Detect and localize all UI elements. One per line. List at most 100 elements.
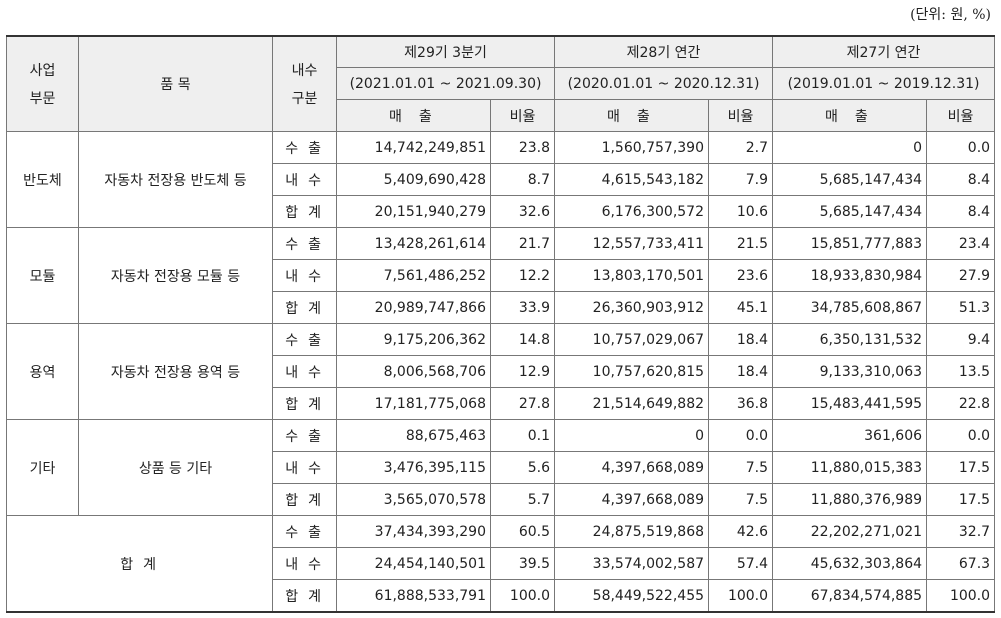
segment-cell: 모듈	[6, 227, 79, 324]
ratio-cell: 100.0	[926, 579, 996, 613]
ratio-cell: 2.7	[708, 131, 774, 164]
product-cell: 상품 등 기타	[78, 419, 273, 516]
type-cell: 수 출	[272, 227, 337, 260]
ratio-cell: 17.5	[926, 451, 996, 484]
type-cell: 내 수	[272, 547, 337, 580]
sales-cell: 10,757,029,067	[554, 323, 710, 356]
ratio-cell: 33.9	[489, 291, 556, 324]
ratio-cell: 32.6	[489, 195, 556, 228]
type-cell: 합 계	[272, 291, 337, 324]
segment-cell: 기타	[6, 419, 79, 516]
ratio-cell: 13.5	[926, 355, 996, 388]
sales-cell: 15,851,777,883	[772, 227, 928, 260]
sales-cell: 11,880,376,989	[772, 483, 928, 516]
ratio-cell: 8.7	[489, 163, 556, 196]
ratio-cell: 39.5	[489, 547, 556, 580]
sales-cell: 1,560,757,390	[554, 131, 710, 164]
ratio-cell: 100.0	[489, 579, 556, 613]
sales-cell: 20,989,747,866	[336, 291, 491, 324]
ratio-cell: 0.0	[926, 131, 996, 164]
table-row: 합 계 20,989,747,866 33.9 26,360,903,912 45.1 3…	[7, 291, 996, 324]
ratio-cell: 18.4	[708, 355, 774, 388]
ratio-cell: 36.8	[708, 387, 774, 420]
ratio-cell: 32.7	[926, 515, 996, 548]
sales-cell: 6,176,300,572	[554, 195, 710, 228]
type-cell: 내 수	[272, 259, 337, 292]
ratio-cell: 7.9	[708, 163, 774, 196]
ratio-cell: 51.3	[926, 291, 996, 324]
unit-label: (단위: 원, %)	[910, 7, 991, 23]
table-row: 내 수 5,409,690,428 8.7 4,615,543,182 7.9 5,685…	[7, 163, 996, 196]
sales-cell: 4,397,668,089	[554, 483, 710, 516]
sales-cell: 61,888,533,791	[336, 579, 491, 613]
sales-cell: 12,557,733,411	[554, 227, 710, 260]
product-cell: 자동차 전장용 반도체 등	[78, 131, 273, 228]
domestic-header-line2: 구분	[291, 91, 318, 107]
sales-cell: 21,514,649,882	[554, 387, 710, 420]
ratio-cell: 23.6	[708, 259, 774, 292]
type-cell: 수 출	[272, 419, 337, 452]
ratio-cell: 27.9	[926, 259, 996, 292]
sales-header: 매 출	[336, 99, 491, 132]
sales-cell: 4,397,668,089	[554, 451, 710, 484]
ratio-cell: 5.6	[489, 451, 556, 484]
sales-cell: 5,685,147,434	[772, 195, 928, 228]
type-cell: 내 수	[272, 163, 337, 196]
ratio-cell: 42.6	[708, 515, 774, 548]
sales-cell: 45,632,303,864	[772, 547, 928, 580]
ratio-cell: 0.0	[926, 419, 996, 452]
ratio-cell: 23.4	[926, 227, 996, 260]
ratio-cell: 17.5	[926, 483, 996, 516]
table-row: 내 수 3,476,395,115 5.6 4,397,668,089 7.5 11,88…	[7, 451, 996, 484]
sales-cell: 3,565,070,578	[336, 483, 491, 516]
ratio-cell: 27.8	[489, 387, 556, 420]
sales-cell: 9,175,206,362	[336, 323, 491, 356]
type-cell: 내 수	[272, 355, 337, 388]
revenue-table: 사업 부문 품 목 내수 구분 제29기 3분기 제28기 연간 제27기 연간…	[6, 35, 996, 613]
type-cell: 합 계	[272, 387, 337, 420]
sales-header: 매 출	[772, 99, 928, 132]
segment-cell: 반도체	[6, 131, 79, 228]
sales-cell: 4,615,543,182	[554, 163, 710, 196]
ratio-cell: 45.1	[708, 291, 774, 324]
ratio-cell: 7.5	[708, 483, 774, 516]
type-cell: 합 계	[272, 195, 337, 228]
table-header: 사업 부문 품 목 내수 구분 제29기 3분기 제28기 연간 제27기 연간…	[6, 35, 996, 132]
total-label-cell: 합 계	[6, 515, 273, 613]
period-27-range: (2019.01.01 ~ 2019.12.31)	[772, 67, 996, 100]
product-cell: 자동차 전장용 용역 등	[78, 323, 273, 420]
sales-cell: 33,574,002,587	[554, 547, 710, 580]
sales-cell: 58,449,522,455	[554, 579, 710, 613]
table-row: 내 수 8,006,568,706 12.9 10,757,620,815 18.4 9,…	[7, 355, 996, 388]
sales-cell: 11,880,015,383	[772, 451, 928, 484]
total-row: 합 계 61,888,533,791 100.0 58,449,522,455 100.…	[7, 579, 996, 613]
ratio-header: 비율	[489, 99, 556, 132]
type-cell: 수 출	[272, 323, 337, 356]
ratio-cell: 100.0	[708, 579, 774, 613]
period-28-name: 제28기 연간	[554, 35, 774, 68]
domestic-header: 내수 구분	[272, 35, 337, 132]
sales-cell: 37,434,393,290	[336, 515, 491, 548]
sales-cell: 13,428,261,614	[336, 227, 491, 260]
ratio-cell: 57.4	[708, 547, 774, 580]
sales-cell: 17,181,775,068	[336, 387, 491, 420]
sales-cell: 24,875,519,868	[554, 515, 710, 548]
ratio-cell: 14.8	[489, 323, 556, 356]
sales-cell: 34,785,608,867	[772, 291, 928, 324]
sales-cell: 88,675,463	[336, 419, 491, 452]
segment-header-line1: 사업	[29, 63, 56, 79]
period-27-name: 제27기 연간	[772, 35, 996, 68]
sales-cell: 18,933,830,984	[772, 259, 928, 292]
type-cell: 내 수	[272, 451, 337, 484]
sales-cell: 24,454,140,501	[336, 547, 491, 580]
period-29-name: 제29기 3분기	[335, 35, 556, 68]
ratio-header: 비율	[926, 99, 996, 132]
ratio-cell: 12.2	[489, 259, 556, 292]
period-28-range: (2020.01.01 ~ 2020.12.31)	[554, 67, 774, 100]
ratio-cell: 12.9	[489, 355, 556, 388]
sales-cell: 13,803,170,501	[554, 259, 710, 292]
type-cell: 수 출	[272, 131, 337, 164]
